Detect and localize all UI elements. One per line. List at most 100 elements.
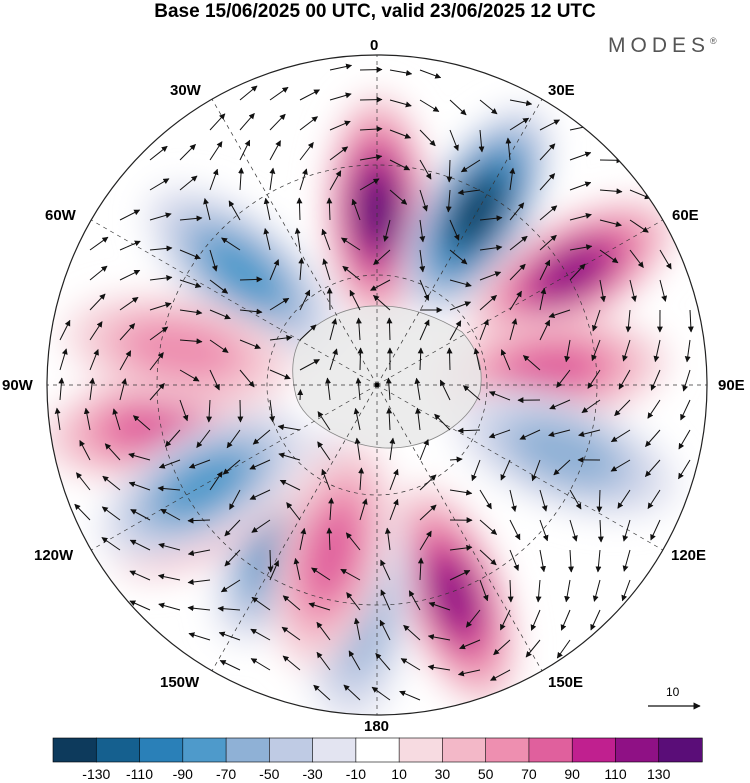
lon-label-60e: 60E xyxy=(672,207,699,224)
antarctica-landmass xyxy=(292,305,482,449)
wind-arrow xyxy=(389,189,408,205)
wind-arrow xyxy=(389,437,396,461)
colorbar-swatch xyxy=(398,737,444,763)
colorbar-swatch xyxy=(312,737,357,763)
wind-arrow xyxy=(349,289,361,311)
wind-arrow xyxy=(239,369,255,388)
wind-arrow xyxy=(79,439,91,461)
wind-arrow xyxy=(556,369,571,388)
wind-arrow xyxy=(479,244,503,251)
wind-arrow xyxy=(629,279,637,302)
wind-arrow xyxy=(281,626,301,641)
wind-arrow xyxy=(386,317,393,341)
wind-arrow xyxy=(329,318,338,341)
wind-arrow xyxy=(587,369,601,389)
wind-arrow xyxy=(650,519,661,541)
wind-arrow xyxy=(59,319,71,341)
wind-arrow xyxy=(269,259,280,281)
wind-arrow xyxy=(650,369,661,391)
wind-arrow xyxy=(238,167,245,191)
wind-arrow xyxy=(187,605,211,612)
wind-arrow xyxy=(158,542,181,551)
wind-arrow xyxy=(179,309,203,316)
wind-arrow xyxy=(329,170,342,191)
wind-arrow xyxy=(149,274,173,281)
wind-arrow xyxy=(119,350,132,371)
wind-arrow xyxy=(267,549,274,573)
wind-arrow xyxy=(263,228,271,251)
wind-arrow xyxy=(400,658,421,671)
wind-arrow xyxy=(59,348,68,371)
wind-arrow xyxy=(353,407,361,431)
wind-arrow xyxy=(427,664,451,671)
wind-arrow xyxy=(419,474,437,491)
wind-arrow xyxy=(179,279,202,288)
wind-arrow xyxy=(89,349,99,371)
wind-arrow xyxy=(591,339,601,362)
wind-arrow xyxy=(373,249,391,265)
anomaly-contour xyxy=(108,399,203,450)
wind-arrow xyxy=(129,570,151,581)
wind-arrow xyxy=(370,279,391,291)
colorbar-tick-label: 90 xyxy=(564,766,580,782)
wind-arrow xyxy=(479,215,503,222)
meridian-line xyxy=(376,219,663,386)
colorbar-swatch xyxy=(571,737,617,763)
wind-arrow xyxy=(408,590,421,611)
wind-arrow xyxy=(647,489,661,510)
wind-arrow xyxy=(354,437,361,461)
wind-arrow xyxy=(610,429,631,443)
colorbar-swatch xyxy=(485,737,530,763)
wind-arrow xyxy=(179,215,203,222)
wind-arrow xyxy=(509,489,517,512)
wind-arrow xyxy=(119,240,141,251)
wind-arrow xyxy=(209,309,231,320)
wind-arrow xyxy=(385,377,392,401)
wind-arrow xyxy=(101,506,121,521)
wind-arrow xyxy=(373,295,391,311)
wind-arrow xyxy=(446,159,453,183)
wind-arrow xyxy=(384,527,391,551)
wind-arrow xyxy=(89,321,103,341)
wind-arrow xyxy=(505,137,512,161)
wind-arrow xyxy=(296,197,303,221)
colorbar xyxy=(52,737,703,763)
wind-arrow xyxy=(119,269,141,281)
wind-arrow xyxy=(188,632,211,641)
wind-arrow xyxy=(389,69,413,76)
latitude-circle xyxy=(266,274,488,496)
wind-arrow xyxy=(355,377,362,401)
wind-arrow xyxy=(326,197,333,221)
wind-arrow xyxy=(179,175,198,191)
wind-arrow xyxy=(206,399,213,423)
colorbar-tick-label: 130 xyxy=(647,766,671,782)
wind-arrow xyxy=(359,66,383,73)
wind-arrow xyxy=(359,498,368,521)
lon-label-120e: 120E xyxy=(671,547,707,564)
wind-arrow xyxy=(488,391,511,401)
wind-arrow xyxy=(326,527,333,551)
wind-arrow xyxy=(299,89,321,101)
meridian-line xyxy=(91,384,378,551)
colorbar-swatch xyxy=(225,737,270,763)
wind-arrow xyxy=(678,429,691,450)
wind-arrow xyxy=(539,319,551,341)
wind-arrow xyxy=(417,557,424,581)
wind-arrow xyxy=(647,399,661,419)
wind-arrow xyxy=(629,219,649,233)
wind-arrow xyxy=(479,271,502,281)
wind-arrow xyxy=(348,650,361,671)
wind-arrow xyxy=(269,297,290,311)
wind-arrow xyxy=(417,347,424,371)
wind-arrow xyxy=(457,189,481,196)
wind-arrow xyxy=(179,249,201,260)
colorbar-swatch xyxy=(528,737,573,763)
wind-arrow xyxy=(251,519,271,533)
colorbar-tick-label: -130 xyxy=(82,766,111,782)
wind-arrow xyxy=(622,549,631,572)
colorbar-tick-label: -30 xyxy=(302,766,323,782)
wind-arrow xyxy=(479,318,489,341)
wind-arrow xyxy=(158,602,181,611)
wind-arrow xyxy=(449,249,468,265)
wind-arrow xyxy=(678,459,691,480)
